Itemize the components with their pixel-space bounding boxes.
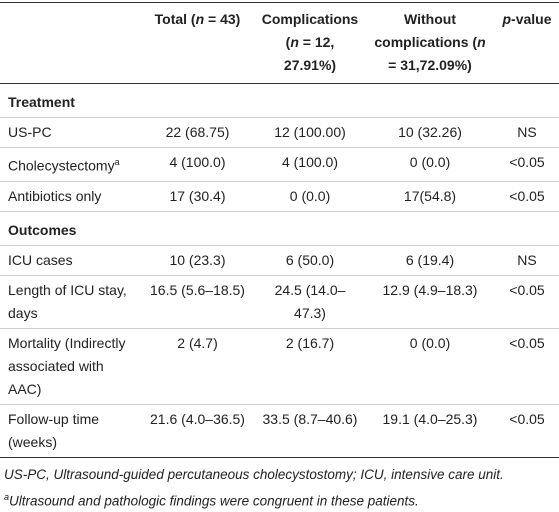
row-label: ICU cases [0, 245, 140, 276]
row-label-text: Follow-up time (weeks) [8, 410, 100, 450]
row-label-text: Antibiotics only [8, 187, 102, 204]
cell: 10 (32.26) [365, 117, 495, 148]
row-label: Mortality (Indirectly associated with AA… [0, 328, 140, 405]
data-row: Length of ICU stay, days 16.5 (5.6–18.5) 2… [0, 275, 559, 329]
header-italic: p [502, 11, 512, 27]
cell: 4 (100.0) [140, 147, 255, 182]
row-label: Antibiotics only [0, 181, 140, 212]
cell: 17 (30.4) [140, 181, 255, 212]
row-label-text: US-PC [8, 124, 52, 140]
cell: 0 (0.0) [255, 181, 365, 212]
cell: 6 (19.4) [365, 245, 495, 276]
cell: 2 (16.7) [255, 328, 365, 405]
cell: 2 (4.7) [140, 328, 255, 405]
row-label-text: Mortality (Indirectly associated with AA… [8, 334, 126, 397]
cell: 0 (0.0) [365, 147, 495, 182]
header-cell: p-value [495, 2, 559, 84]
header-text: = 43) [204, 11, 241, 27]
header-text: -value [511, 11, 552, 27]
cell: 4 (100.0) [255, 147, 365, 182]
cell: 21.6 (4.0–36.5) [140, 404, 255, 458]
header-text: Without complications ( [374, 11, 478, 50]
cell: 16.5 (5.6–18.5) [140, 275, 255, 329]
cell: <0.05 [495, 181, 559, 212]
cell: 10 (23.3) [140, 245, 255, 276]
cell: NS [495, 245, 559, 276]
header-text: Complications ( [261, 11, 359, 50]
cell: 0 (0.0) [365, 328, 495, 405]
cell: NS [495, 117, 559, 148]
cell: <0.05 [495, 275, 559, 329]
data-table: Total (n = 43) Complications (n = 12, 27.… [0, 2, 559, 458]
abbreviations: US-PC, Ultrasound-guided percutaneous ch… [4, 466, 504, 482]
data-row: Mortality (Indirectly associated with AA… [0, 328, 559, 405]
header-cell: Complications (n = 12, 27.91%) [255, 2, 365, 84]
footnote: aUltrasound and pathologic findings were… [4, 486, 555, 512]
table-header: Total (n = 43) Complications (n = 12, 27.… [0, 2, 559, 84]
header-cell: Total (n = 43) [140, 2, 255, 84]
cell: <0.05 [495, 147, 559, 182]
header-cell [0, 2, 140, 84]
header-italic: n [290, 34, 299, 50]
section-row: Treatment [0, 83, 559, 118]
footnote-text: Ultrasound and pathologic findings were … [9, 493, 419, 509]
header-text: = 31,72.09%) [388, 57, 472, 73]
cell: 24.5 (14.0–47.3) [255, 275, 365, 329]
data-row: ICU cases 10 (23.3) 6 (50.0) 6 (19.4) NS [0, 245, 559, 276]
header-italic: n [477, 34, 486, 50]
data-row: Cholecystectomya 4 (100.0) 4 (100.0) 0 (0.0… [0, 147, 559, 182]
data-row: US-PC 22 (68.75) 12 (100.00) 10 (32.26) NS [0, 117, 559, 148]
footnote-mark: a [114, 157, 120, 167]
row-label: US-PC [0, 117, 140, 148]
table-body: Treatment US-PC 22 (68.75) 12 (100.00) 10 (3… [0, 83, 559, 458]
footnote-mark: a [4, 491, 10, 502]
header-row: Total (n = 43) Complications (n = 12, 27.… [0, 2, 559, 84]
header-italic: n [195, 11, 205, 27]
cell: 17(54.8) [365, 181, 495, 212]
cell: <0.05 [495, 404, 559, 458]
cell: 12 (100.00) [255, 117, 365, 148]
row-label-text: ICU cases [8, 251, 73, 268]
cell: 12.9 (4.9–18.3) [365, 275, 495, 329]
row-label: Length of ICU stay, days [0, 275, 140, 329]
row-label: Cholecystectomya [0, 147, 140, 182]
cell: 33.5 (8.7–40.6) [255, 404, 365, 458]
cell: 19.1 (4.0–25.3) [365, 404, 495, 458]
cell: <0.05 [495, 328, 559, 405]
row-label: Follow-up time (weeks) [0, 404, 140, 458]
data-row: Antibiotics only 17 (30.4) 0 (0.0) 17(54.8)… [0, 181, 559, 212]
footnotes: US-PC, Ultrasound-guided percutaneous ch… [0, 458, 559, 512]
row-label-text: Length of ICU stay, days [8, 281, 127, 321]
data-row: Follow-up time (weeks) 21.6 (4.0–36.5) 33.… [0, 404, 559, 458]
cell: 22 (68.75) [140, 117, 255, 148]
section-row: Outcomes [0, 211, 559, 246]
section-title: Outcomes [0, 211, 559, 246]
section-title: Treatment [0, 83, 559, 118]
cell: 6 (50.0) [255, 245, 365, 276]
header-cell: Without complications (n = 31,72.09%) [365, 2, 495, 84]
row-label-text: Cholecystectomy [8, 157, 115, 174]
header-text: Total ( [154, 11, 196, 27]
header-text: = 12, 27.91%) [283, 34, 337, 73]
